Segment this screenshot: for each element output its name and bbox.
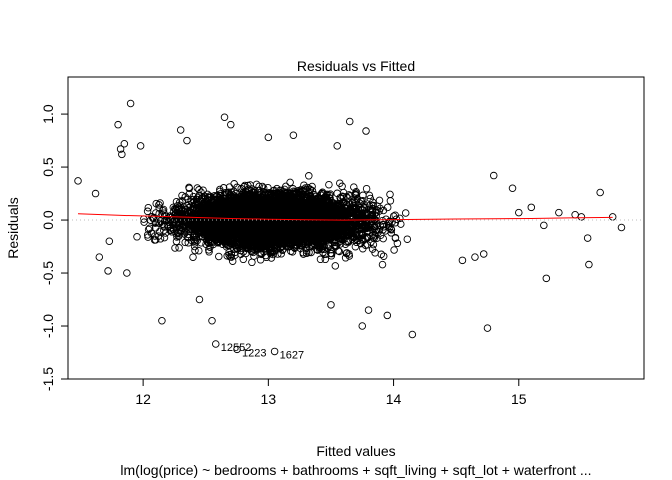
y-tick-label: -0.5	[40, 261, 56, 285]
y-tick-label: 0.5	[40, 157, 56, 177]
dense-point-cloud	[133, 172, 412, 270]
x-tick-label: 15	[511, 391, 527, 407]
data-point	[583, 234, 592, 242]
smoother-layer	[77, 213, 613, 221]
data-point	[577, 213, 586, 221]
data-point	[136, 142, 145, 150]
data-point	[479, 250, 488, 258]
scatter-points	[74, 99, 626, 356]
y-tick-label: 0.0	[40, 210, 56, 230]
x-tick-label: 13	[261, 391, 277, 407]
data-point	[489, 171, 498, 180]
data-point	[358, 322, 367, 330]
data-point	[289, 131, 298, 140]
data-point	[123, 269, 131, 277]
x-axis-label: Fitted values	[316, 443, 395, 459]
data-point	[158, 316, 166, 325]
chart-title: Residuals vs Fitted	[297, 58, 415, 74]
point-label: 1223	[242, 347, 266, 359]
data-point	[233, 345, 241, 354]
data-point	[270, 347, 279, 356]
y-tick-label: -1.5	[40, 367, 56, 391]
data-point	[515, 208, 523, 217]
data-point	[208, 316, 216, 325]
data-point	[212, 340, 220, 348]
model-formula-subtitle: lm(log(price) ~ bedrooms + bathrooms + s…	[120, 462, 591, 478]
data-point	[527, 203, 536, 212]
data-point	[542, 274, 551, 283]
data-point	[227, 120, 235, 129]
data-point	[118, 150, 126, 159]
data-point	[458, 256, 467, 265]
data-point	[105, 237, 114, 245]
data-point	[364, 306, 373, 314]
data-point	[114, 120, 122, 129]
data-point	[126, 99, 135, 108]
data-point	[585, 260, 593, 269]
data-point	[74, 177, 82, 185]
data-point	[220, 113, 229, 122]
data-point	[116, 145, 125, 153]
data-point	[333, 142, 341, 150]
data-point	[383, 311, 392, 320]
x-tick-label: 12	[135, 391, 151, 407]
data-point	[540, 221, 548, 230]
data-point	[327, 301, 335, 309]
y-axis: -1.5 -1.0 -0.5 0.0 0.5 1.0	[40, 104, 68, 391]
dense-cloud-points	[133, 172, 412, 270]
data-point	[408, 330, 417, 339]
x-tick-label: 14	[386, 391, 402, 407]
data-point	[91, 189, 100, 198]
data-point	[362, 127, 370, 135]
point-label: 1627	[280, 349, 304, 361]
data-point	[120, 140, 129, 148]
data-point	[345, 117, 354, 126]
data-point	[264, 133, 273, 142]
data-point	[508, 184, 517, 193]
data-point	[608, 213, 617, 221]
data-point	[555, 208, 563, 217]
data-point	[571, 211, 579, 219]
point-label: 12552	[221, 342, 252, 354]
data-point	[95, 253, 104, 261]
data-point	[176, 126, 185, 134]
y-tick-label: -1.0	[40, 314, 56, 338]
plot-frame	[67, 76, 645, 380]
data-point	[471, 253, 479, 261]
data-point	[104, 267, 112, 275]
lowess-smoother-line	[77, 213, 613, 221]
data-point	[183, 136, 191, 145]
x-axis: 12 13 14 15	[135, 379, 527, 407]
y-axis-label: Residuals	[5, 197, 21, 258]
data-point	[617, 223, 626, 232]
data-point	[596, 188, 604, 197]
y-tick-label: 1.0	[40, 104, 56, 124]
data-point	[483, 324, 492, 332]
data-point	[195, 295, 204, 304]
